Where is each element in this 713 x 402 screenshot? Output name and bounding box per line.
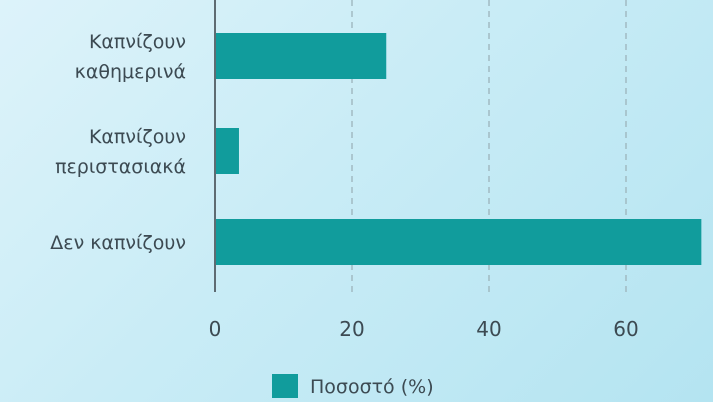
bar (216, 128, 239, 174)
category-label: περιστασιακά (55, 156, 186, 178)
bar (216, 219, 702, 265)
x-tick-label: 40 (476, 317, 501, 341)
category-label: Καπνίζουν (89, 31, 186, 53)
category-label: Καπνίζουν (89, 126, 186, 148)
category-label: Δεν καπνίζουν (50, 232, 186, 254)
bar (216, 33, 387, 79)
legend-label: Ποσοστό (%) (310, 376, 434, 398)
x-tick-label: 0 (209, 317, 222, 341)
category-labels: Καπνίζουν καθημερινά Καπνίζουν περιστασιακά… (50, 31, 186, 254)
category-label: καθημερινά (75, 61, 186, 83)
x-tick-label: 20 (339, 317, 364, 341)
legend-swatch (272, 374, 298, 398)
bars (216, 33, 702, 265)
x-tick-labels: 0 20 40 60 (209, 317, 639, 341)
x-tick-label: 60 (613, 317, 638, 341)
legend: Ποσοστό (%) (272, 374, 434, 398)
